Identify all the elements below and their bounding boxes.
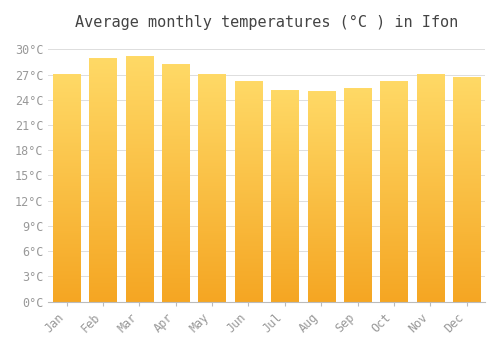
- Title: Average monthly temperatures (°C ) in Ifon: Average monthly temperatures (°C ) in If…: [75, 15, 458, 30]
